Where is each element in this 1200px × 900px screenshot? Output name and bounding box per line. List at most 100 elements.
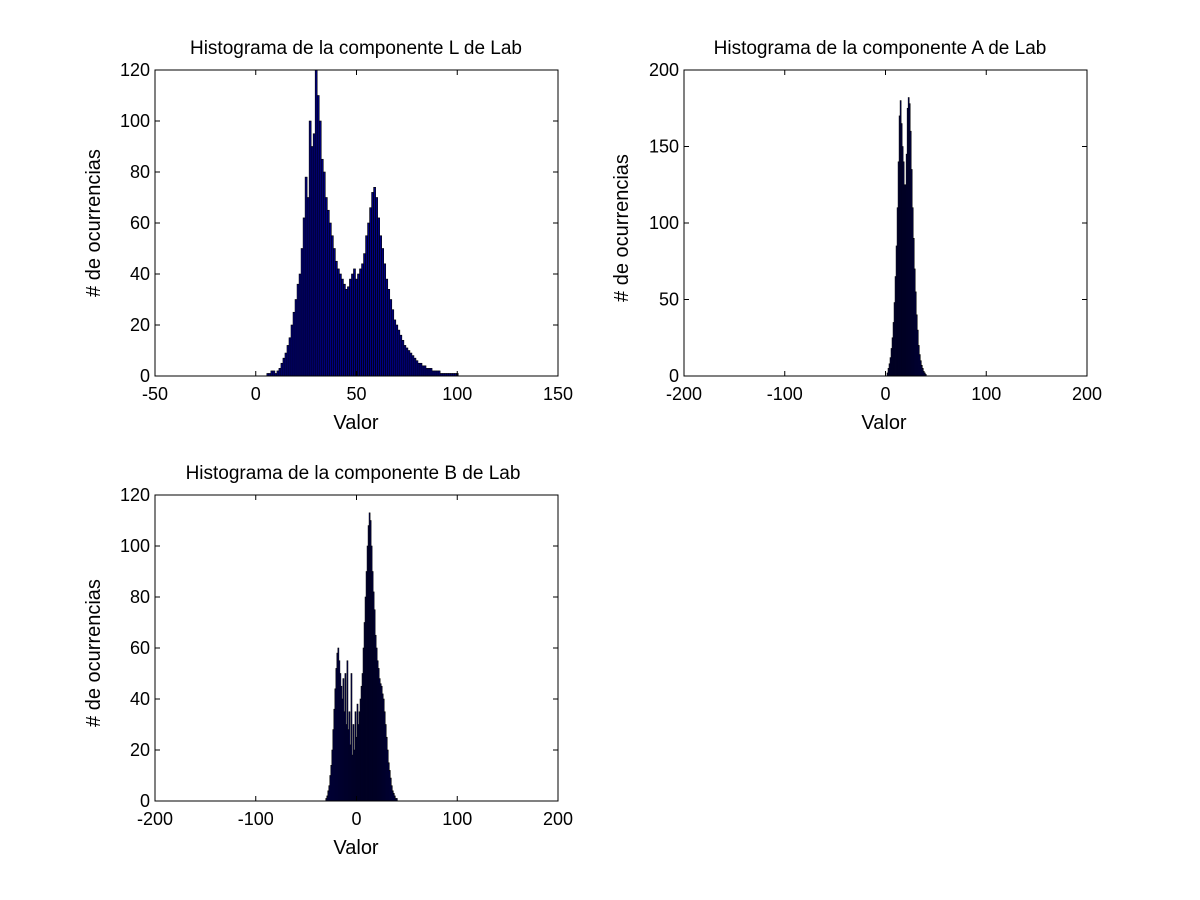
x-tick-label-a-4: 200 [1072, 384, 1102, 404]
x-axis-label-b: Valor [333, 837, 379, 859]
x-tick-label-b-4: 200 [543, 809, 573, 829]
histogram-bar-l-79 [425, 368, 429, 377]
y-tick-label-l-3: 60 [130, 213, 150, 233]
histogram-bar-l-37 [341, 278, 344, 377]
x-tick-label-a-1: -100 [767, 384, 803, 404]
x-tick-label-l-1: 0 [251, 384, 261, 404]
y-tick-label-b-1: 20 [130, 740, 150, 760]
histogram-bar-l-78 [423, 365, 427, 377]
histogram-bar-l-70 [407, 350, 411, 377]
y-tick-label-l-5: 100 [120, 111, 150, 131]
histogram-bar-l-58 [383, 263, 387, 377]
histogram-bar-l-85 [437, 370, 441, 377]
x-tick-label-l-0: -50 [142, 384, 168, 404]
histogram-bar-l-73 [413, 357, 417, 377]
bars-group-b [325, 512, 398, 802]
histogram-bar-l-65 [397, 329, 401, 377]
axes-frame-l [154, 69, 559, 377]
histogram-bar-l-24 [314, 69, 318, 377]
bars-group-l [266, 69, 459, 377]
histogram-bar-l-82 [431, 370, 435, 377]
histogram-bar-l-39 [345, 288, 348, 377]
histogram-bar-l-13 [292, 311, 296, 377]
histogram-bar-l-34 [335, 260, 338, 377]
x-tick-label-l-3: 100 [442, 384, 472, 404]
histogram-bar-l-55 [377, 217, 380, 377]
ticks-group-a: -200 -100 0 100 200 0 50 100 150 200 [649, 60, 1102, 404]
histogram-bar-l-63 [393, 319, 397, 377]
y-tick-label-a-2: 100 [649, 213, 679, 233]
histogram-bar-l-10 [286, 345, 290, 377]
histogram-bar-l-69 [405, 347, 409, 377]
x-tick-label-b-0: -200 [137, 809, 173, 829]
histogram-bar-l-30 [326, 209, 330, 377]
histogram-bar-l-18 [302, 217, 306, 377]
y-tick-label-b-2: 40 [130, 689, 150, 709]
histogram-bar-l-19 [304, 176, 308, 377]
histogram-bar-l-49 [365, 235, 368, 377]
y-tick-label-l-0: 0 [140, 366, 150, 386]
histogram-bar-l-64 [395, 324, 399, 377]
y-tick-label-b-6: 120 [120, 485, 150, 505]
histogram-bar-l-56 [379, 235, 382, 377]
histogram-bar-l-8 [282, 357, 286, 377]
histogram-bar-l-14 [294, 299, 298, 377]
histogram-bar-l-21 [308, 120, 312, 377]
histogram-bar-l-44 [355, 278, 358, 377]
histogram-bar-l-62 [391, 309, 395, 377]
histogram-bar-l-20 [306, 197, 310, 377]
histogram-bar-l-60 [387, 288, 391, 377]
x-axis-label-a: Valor [861, 412, 907, 434]
histogram-bar-l-3 [272, 370, 276, 377]
histogram-bar-l-23 [312, 133, 316, 377]
x-tick-label-a-0: -200 [666, 384, 702, 404]
histogram-bar-l-72 [411, 355, 415, 377]
y-tick-label-a-1: 50 [659, 290, 679, 310]
y-tick-label-a-0: 0 [669, 366, 679, 386]
x-tick-label-l-4: 150 [543, 384, 573, 404]
histogram-bar-l-46 [359, 268, 362, 377]
histogram-bar-l-53 [373, 187, 376, 377]
y-tick-label-l-6: 120 [120, 60, 150, 80]
x-tick-label-l-2: 50 [346, 384, 366, 404]
x-axis-label-l: Valor [333, 412, 379, 434]
histogram-bar-l-48 [363, 253, 366, 377]
chart-title-l: Histograma de la componente L de Lab [190, 38, 522, 59]
x-tick-label-a-2: 0 [880, 384, 890, 404]
chart-panel-a: -200 -100 0 100 200 0 50 100 150 200 Histograma d… [611, 38, 1102, 434]
x-tick-label-b-1: -100 [238, 809, 274, 829]
histogram-bar-l-80 [427, 368, 431, 377]
histogram-bar-l-42 [351, 273, 354, 377]
histogram-bar-l-2 [270, 370, 274, 377]
chart-title-a: Histograma de la componente A de Lab [714, 38, 1047, 59]
y-tick-label-l-1: 20 [130, 315, 150, 335]
histogram-bar-l-57 [381, 248, 385, 377]
histogram-bar-l-31 [328, 222, 332, 377]
y-tick-label-l-2: 40 [130, 264, 150, 284]
histogram-bar-l-81 [429, 368, 433, 377]
histogram-bar-l-35 [337, 268, 340, 377]
y-tick-label-b-0: 0 [140, 791, 150, 811]
histogram-bar-l-7 [280, 362, 284, 377]
histogram-bar-l-76 [419, 362, 423, 377]
histogram-bar-l-38 [343, 283, 346, 377]
y-tick-label-a-3: 150 [649, 137, 679, 157]
ticks-group-b: -200 -100 0 100 200 0 20 40 60 80 100 120 [120, 485, 573, 829]
y-tick-label-a-4: 200 [649, 60, 679, 80]
histogram-bar-l-66 [399, 334, 403, 377]
x-tick-label-b-2: 0 [351, 809, 361, 829]
x-tick-label-a-3: 100 [971, 384, 1001, 404]
y-tick-label-b-5: 100 [120, 536, 150, 556]
histogram-bar-l-75 [417, 362, 421, 377]
chart-panel-b: -200 -100 0 100 200 0 20 40 60 80 100 120 Histogram… [83, 463, 573, 859]
histogram-bar-l-32 [331, 235, 334, 377]
histogram-bar-l-52 [371, 192, 374, 377]
y-axis-label-b: # de ocurrencias [83, 579, 105, 727]
chart-title-b: Histograma de la componente B de Lab [186, 463, 521, 484]
histogram-bar-l-6 [278, 368, 282, 377]
histogram-bar-l-26 [318, 120, 322, 377]
